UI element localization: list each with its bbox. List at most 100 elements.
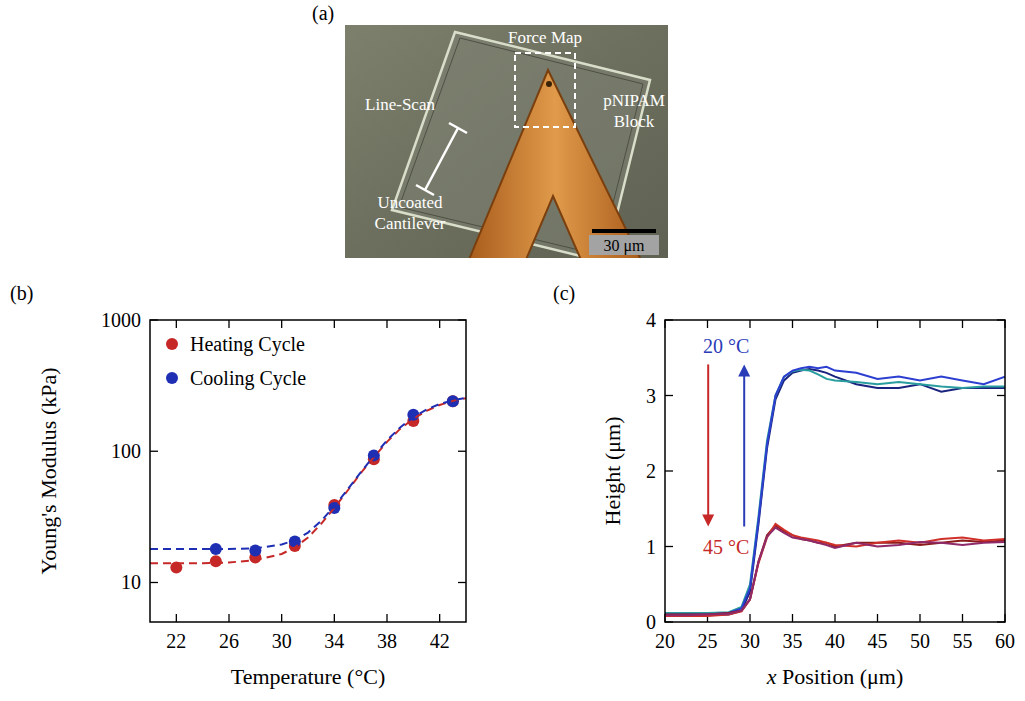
tick: [386, 320, 387, 328]
legend-label: Cooling Cycle: [190, 367, 306, 390]
legend-marker: [166, 372, 178, 384]
tick: [919, 614, 920, 622]
tick: [334, 320, 335, 328]
tick: [997, 546, 1005, 547]
tick: [749, 320, 750, 328]
tick: [150, 582, 158, 583]
tick-label: 0: [646, 611, 656, 633]
legend-marker: [166, 338, 178, 350]
scale-bar-box: [589, 235, 659, 255]
tick-label: 22: [166, 630, 186, 652]
tick: [707, 320, 708, 328]
data-point: [210, 555, 222, 567]
tick: [792, 614, 793, 622]
axis-title: Height (μm): [600, 417, 625, 526]
series-group: [665, 367, 1005, 616]
tick: [962, 614, 963, 622]
line-scan: [425, 128, 458, 190]
annotation: 45 °C: [703, 536, 749, 558]
plot-frame: [150, 320, 466, 622]
scale-bar: [592, 229, 656, 233]
tick-label: 30: [740, 630, 760, 652]
axis-title-part: x: [766, 664, 777, 689]
tick: [150, 451, 158, 452]
tick-label: 3: [646, 385, 656, 407]
data-line: [665, 528, 1005, 616]
tick: [458, 451, 466, 452]
data-line: [665, 367, 1005, 615]
tick-label: 100: [111, 440, 141, 462]
tick: [334, 614, 335, 622]
data-line: [665, 370, 1005, 613]
tick: [458, 582, 466, 583]
tick: [834, 320, 835, 328]
figure: Force Map Line-Scan Uncoated Cantilever pNIP…: [0, 0, 1025, 701]
arrow-head: [702, 515, 714, 527]
line-scan-end: [449, 123, 467, 133]
image-label: Uncoated Cantilever: [375, 193, 446, 233]
arrow-head: [738, 364, 750, 376]
tick: [665, 395, 673, 396]
tick: [877, 320, 878, 328]
tick-label: 42: [430, 630, 450, 652]
tick: [665, 470, 673, 471]
tick: [281, 614, 282, 622]
tick: [439, 614, 440, 622]
tick-label: 45: [868, 630, 888, 652]
panel-label: (a): [312, 2, 334, 25]
axis-title: x Position (μm): [766, 664, 903, 689]
legend: Heating CycleCooling Cycle: [166, 333, 306, 390]
plot-frame: [665, 320, 1005, 622]
tick-label: 40: [825, 630, 845, 652]
tick-label: 1000: [101, 309, 141, 331]
tick-label: 2: [646, 460, 656, 482]
tick-label: 34: [324, 630, 344, 652]
image-label: pNIPAMBlock: [603, 91, 665, 131]
panel-label: (c): [553, 282, 575, 305]
tick: [439, 320, 440, 328]
tick-label: 38: [377, 630, 397, 652]
tick: [997, 470, 1005, 471]
label-line: Uncoated: [377, 193, 443, 212]
tick: [386, 614, 387, 622]
data-line: [665, 369, 1005, 616]
force-map-box: [515, 53, 575, 127]
tick: [176, 614, 177, 622]
tick-label: 20: [655, 630, 675, 652]
tick: [281, 320, 282, 328]
tick-label: 4: [646, 309, 656, 331]
tick: [665, 546, 673, 547]
tip: [546, 81, 552, 87]
tick-label: 26: [219, 630, 239, 652]
data-line: [665, 524, 1005, 616]
scale-bar-label: 30 μm: [603, 237, 645, 255]
tick-label: 10: [121, 571, 141, 593]
tick: [749, 614, 750, 622]
tick: [962, 320, 963, 328]
chart: 20253035404550556001234x Position (μm)He…: [553, 282, 1015, 689]
tick-label: 35: [783, 630, 803, 652]
image-label: Line-Scan: [365, 95, 435, 114]
tick-label: 25: [698, 630, 718, 652]
label-line: Cantilever: [375, 214, 446, 233]
tick-label: 55: [953, 630, 973, 652]
image-label: Force Map: [508, 28, 582, 47]
tick: [997, 395, 1005, 396]
micrograph: [345, 25, 668, 258]
chart: 222630343842101001000Temperature (°C)You…: [10, 282, 466, 689]
tick-label: 1: [646, 536, 656, 558]
tick: [228, 320, 229, 328]
tick: [919, 320, 920, 328]
data-point: [407, 409, 419, 421]
tick: [834, 614, 835, 622]
tick-label: 50: [910, 630, 930, 652]
axis-title: Temperature (°C): [231, 664, 385, 689]
panel-label: (b): [10, 282, 33, 305]
tick-label: 30: [272, 630, 292, 652]
tick: [176, 320, 177, 328]
series-group: [150, 395, 466, 573]
arrow: [743, 374, 745, 526]
label-line: pNIPAM: [603, 91, 665, 110]
data-line: [150, 398, 466, 563]
tick: [792, 320, 793, 328]
